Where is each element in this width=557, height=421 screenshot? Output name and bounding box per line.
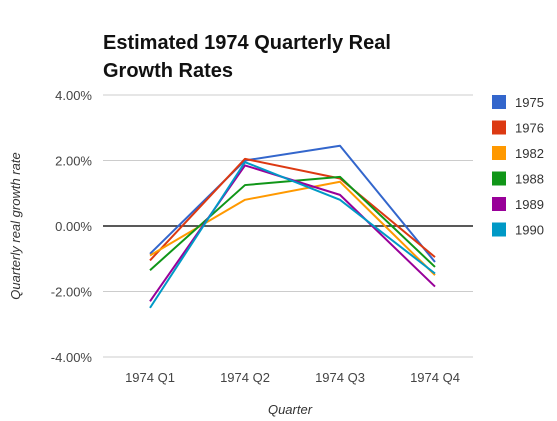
y-tick-labels: 4.00% 2.00% 0.00% -2.00% -4.00% xyxy=(51,88,93,365)
series-line-1975 xyxy=(149,144,436,263)
series-lines xyxy=(149,144,436,309)
y-tick-label: 2.00% xyxy=(55,154,92,169)
y-tick-label: 0.00% xyxy=(55,219,92,234)
x-tick-label: 1974 Q1 xyxy=(125,370,175,385)
x-tick-label: 1974 Q4 xyxy=(410,370,460,385)
legend-swatch-1990 xyxy=(492,222,506,237)
x-axis-title: Quarter xyxy=(268,402,313,417)
chart-title-line-1: Estimated 1974 Quarterly Real xyxy=(103,32,391,54)
chart-title-line-2: Growth Rates xyxy=(103,60,233,82)
x-tick-label: 1974 Q3 xyxy=(315,370,365,385)
legend-label-1990: 1990 xyxy=(515,223,544,238)
series-line-1976 xyxy=(149,157,436,262)
legend-label-1988: 1988 xyxy=(515,172,544,187)
legend-swatch-1982 xyxy=(492,146,506,160)
series-line-1990 xyxy=(149,161,436,309)
gridlines xyxy=(103,94,473,358)
legend-label-1989: 1989 xyxy=(515,197,544,212)
legend-label-1975: 1975 xyxy=(515,95,544,110)
y-tick-label: 4.00% xyxy=(55,88,92,103)
legend-swatch-1989 xyxy=(492,197,506,211)
y-axis-title: Quarterly real growth rate xyxy=(8,152,23,299)
y-tick-label: -4.00% xyxy=(51,350,93,365)
legend: 1975 1976 1982 1988 1989 1990 xyxy=(492,95,544,238)
legend-label-1982: 1982 xyxy=(515,146,544,161)
x-tick-labels: 1974 Q1 1974 Q2 1974 Q3 1974 Q4 xyxy=(125,370,460,385)
legend-swatch-1988 xyxy=(492,171,506,186)
legend-label-1976: 1976 xyxy=(515,121,544,136)
legend-swatch-1976 xyxy=(492,120,506,135)
x-tick-label: 1974 Q2 xyxy=(220,370,270,385)
legend-swatch-1975 xyxy=(492,95,506,109)
series-line-1982 xyxy=(149,180,436,276)
chart-title: Estimated 1974 Quarterly Real Growth Rat… xyxy=(103,32,391,82)
y-tick-label: -2.00% xyxy=(51,285,93,300)
